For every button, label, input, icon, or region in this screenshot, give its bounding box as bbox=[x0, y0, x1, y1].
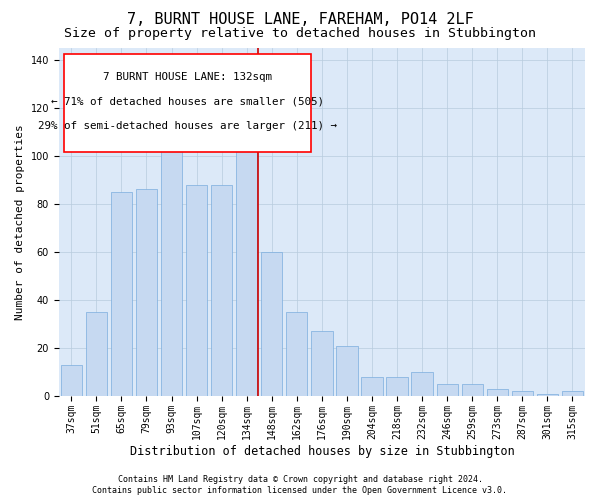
Bar bbox=[211, 184, 232, 396]
Bar bbox=[487, 389, 508, 396]
Bar bbox=[412, 372, 433, 396]
Bar bbox=[361, 377, 383, 396]
Bar bbox=[186, 184, 207, 396]
Text: 7, BURNT HOUSE LANE, FAREHAM, PO14 2LF: 7, BURNT HOUSE LANE, FAREHAM, PO14 2LF bbox=[127, 12, 473, 28]
Text: Size of property relative to detached houses in Stubbington: Size of property relative to detached ho… bbox=[64, 28, 536, 40]
Bar bbox=[86, 312, 107, 396]
Bar bbox=[461, 384, 483, 396]
Bar bbox=[286, 312, 307, 396]
Bar bbox=[537, 394, 558, 396]
Bar bbox=[261, 252, 283, 396]
Text: 7 BURNT HOUSE LANE: 132sqm: 7 BURNT HOUSE LANE: 132sqm bbox=[103, 72, 272, 82]
Bar bbox=[562, 391, 583, 396]
Bar bbox=[111, 192, 132, 396]
Y-axis label: Number of detached properties: Number of detached properties bbox=[15, 124, 25, 320]
Bar bbox=[136, 190, 157, 396]
Bar bbox=[311, 331, 332, 396]
Bar bbox=[437, 384, 458, 396]
Text: 29% of semi-detached houses are larger (211) →: 29% of semi-detached houses are larger (… bbox=[38, 120, 337, 130]
Bar bbox=[386, 377, 408, 396]
Bar bbox=[161, 146, 182, 396]
Bar bbox=[61, 365, 82, 396]
Text: Contains HM Land Registry data © Crown copyright and database right 2024.: Contains HM Land Registry data © Crown c… bbox=[118, 475, 482, 484]
Bar bbox=[336, 346, 358, 396]
FancyBboxPatch shape bbox=[64, 54, 311, 152]
Bar bbox=[512, 391, 533, 396]
Text: ← 71% of detached houses are smaller (505): ← 71% of detached houses are smaller (50… bbox=[51, 96, 324, 106]
Text: Contains public sector information licensed under the Open Government Licence v3: Contains public sector information licen… bbox=[92, 486, 508, 495]
X-axis label: Distribution of detached houses by size in Stubbington: Distribution of detached houses by size … bbox=[130, 444, 514, 458]
Bar bbox=[236, 139, 257, 396]
